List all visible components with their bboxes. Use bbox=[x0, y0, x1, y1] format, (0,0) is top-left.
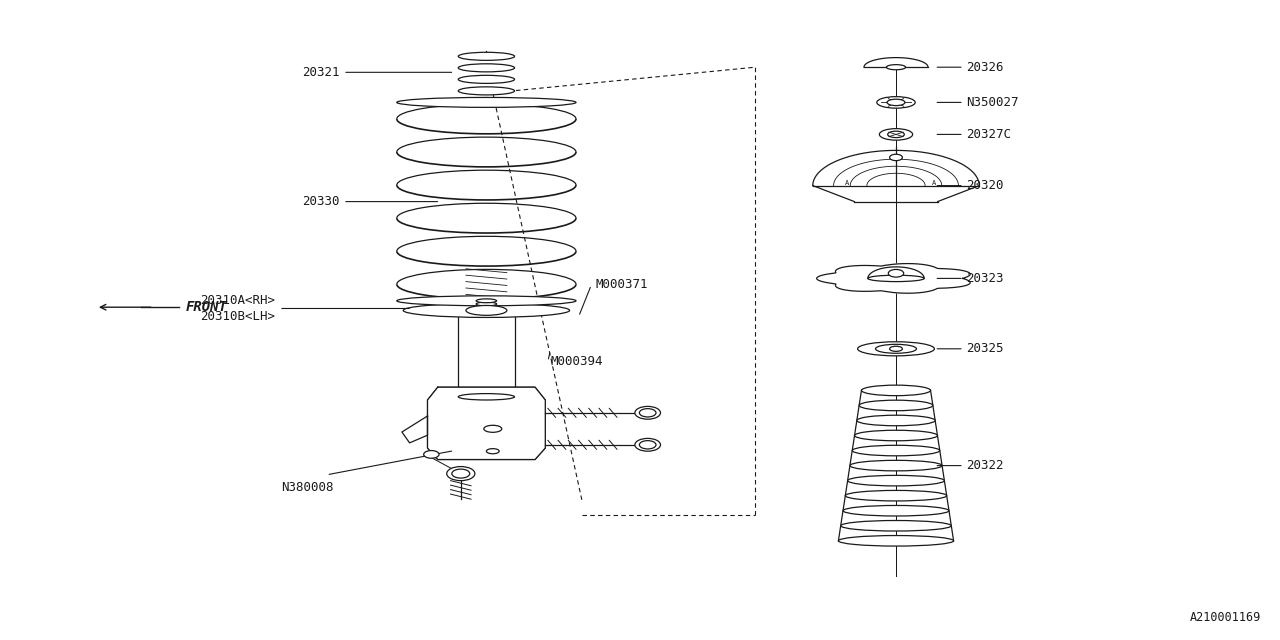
Ellipse shape bbox=[841, 520, 951, 531]
Text: A: A bbox=[932, 180, 937, 186]
Ellipse shape bbox=[868, 275, 924, 282]
Text: 20310A<RH>: 20310A<RH> bbox=[200, 294, 275, 307]
Text: M000394: M000394 bbox=[550, 355, 603, 368]
Text: FRONT: FRONT bbox=[186, 300, 228, 314]
Text: N380008: N380008 bbox=[280, 481, 334, 494]
Ellipse shape bbox=[850, 460, 942, 471]
Text: 20325: 20325 bbox=[966, 342, 1004, 355]
Text: 20330: 20330 bbox=[302, 195, 339, 208]
Ellipse shape bbox=[855, 430, 937, 441]
Ellipse shape bbox=[852, 445, 940, 456]
Ellipse shape bbox=[859, 400, 933, 411]
Ellipse shape bbox=[635, 438, 660, 451]
Ellipse shape bbox=[484, 426, 502, 433]
Ellipse shape bbox=[640, 441, 657, 449]
Polygon shape bbox=[428, 387, 545, 460]
Ellipse shape bbox=[845, 490, 947, 501]
Text: 20321: 20321 bbox=[302, 66, 339, 79]
Text: 20326: 20326 bbox=[966, 61, 1004, 74]
Ellipse shape bbox=[635, 406, 660, 419]
Ellipse shape bbox=[458, 394, 515, 400]
Ellipse shape bbox=[879, 129, 913, 140]
Ellipse shape bbox=[458, 52, 515, 60]
Text: 20323: 20323 bbox=[966, 272, 1004, 285]
Ellipse shape bbox=[458, 64, 515, 72]
Ellipse shape bbox=[424, 451, 439, 458]
Ellipse shape bbox=[890, 346, 902, 351]
Ellipse shape bbox=[887, 131, 905, 138]
Ellipse shape bbox=[397, 296, 576, 306]
Ellipse shape bbox=[858, 342, 934, 356]
Ellipse shape bbox=[876, 344, 916, 353]
Text: 20320: 20320 bbox=[966, 179, 1004, 192]
Text: 20322: 20322 bbox=[966, 459, 1004, 472]
Polygon shape bbox=[817, 264, 970, 293]
Ellipse shape bbox=[458, 87, 515, 95]
Ellipse shape bbox=[403, 303, 570, 317]
Ellipse shape bbox=[452, 469, 470, 478]
Text: 20310B<LH>: 20310B<LH> bbox=[200, 310, 275, 323]
Ellipse shape bbox=[447, 467, 475, 481]
Ellipse shape bbox=[486, 449, 499, 454]
Text: M000371: M000371 bbox=[595, 278, 648, 291]
Ellipse shape bbox=[856, 415, 936, 426]
Ellipse shape bbox=[397, 97, 576, 108]
Ellipse shape bbox=[890, 154, 902, 161]
Ellipse shape bbox=[640, 409, 657, 417]
Ellipse shape bbox=[844, 506, 948, 516]
Ellipse shape bbox=[887, 99, 905, 106]
Ellipse shape bbox=[847, 476, 945, 486]
Ellipse shape bbox=[888, 269, 904, 277]
Ellipse shape bbox=[861, 385, 931, 396]
Text: A: A bbox=[845, 180, 850, 186]
Ellipse shape bbox=[476, 302, 497, 306]
Text: A210001169: A210001169 bbox=[1189, 611, 1261, 624]
Ellipse shape bbox=[466, 305, 507, 316]
Ellipse shape bbox=[458, 76, 515, 83]
Text: N350027: N350027 bbox=[966, 96, 1019, 109]
Ellipse shape bbox=[838, 536, 954, 546]
Ellipse shape bbox=[886, 65, 906, 70]
Ellipse shape bbox=[877, 97, 915, 108]
Ellipse shape bbox=[476, 299, 497, 303]
Text: 20327C: 20327C bbox=[966, 128, 1011, 141]
